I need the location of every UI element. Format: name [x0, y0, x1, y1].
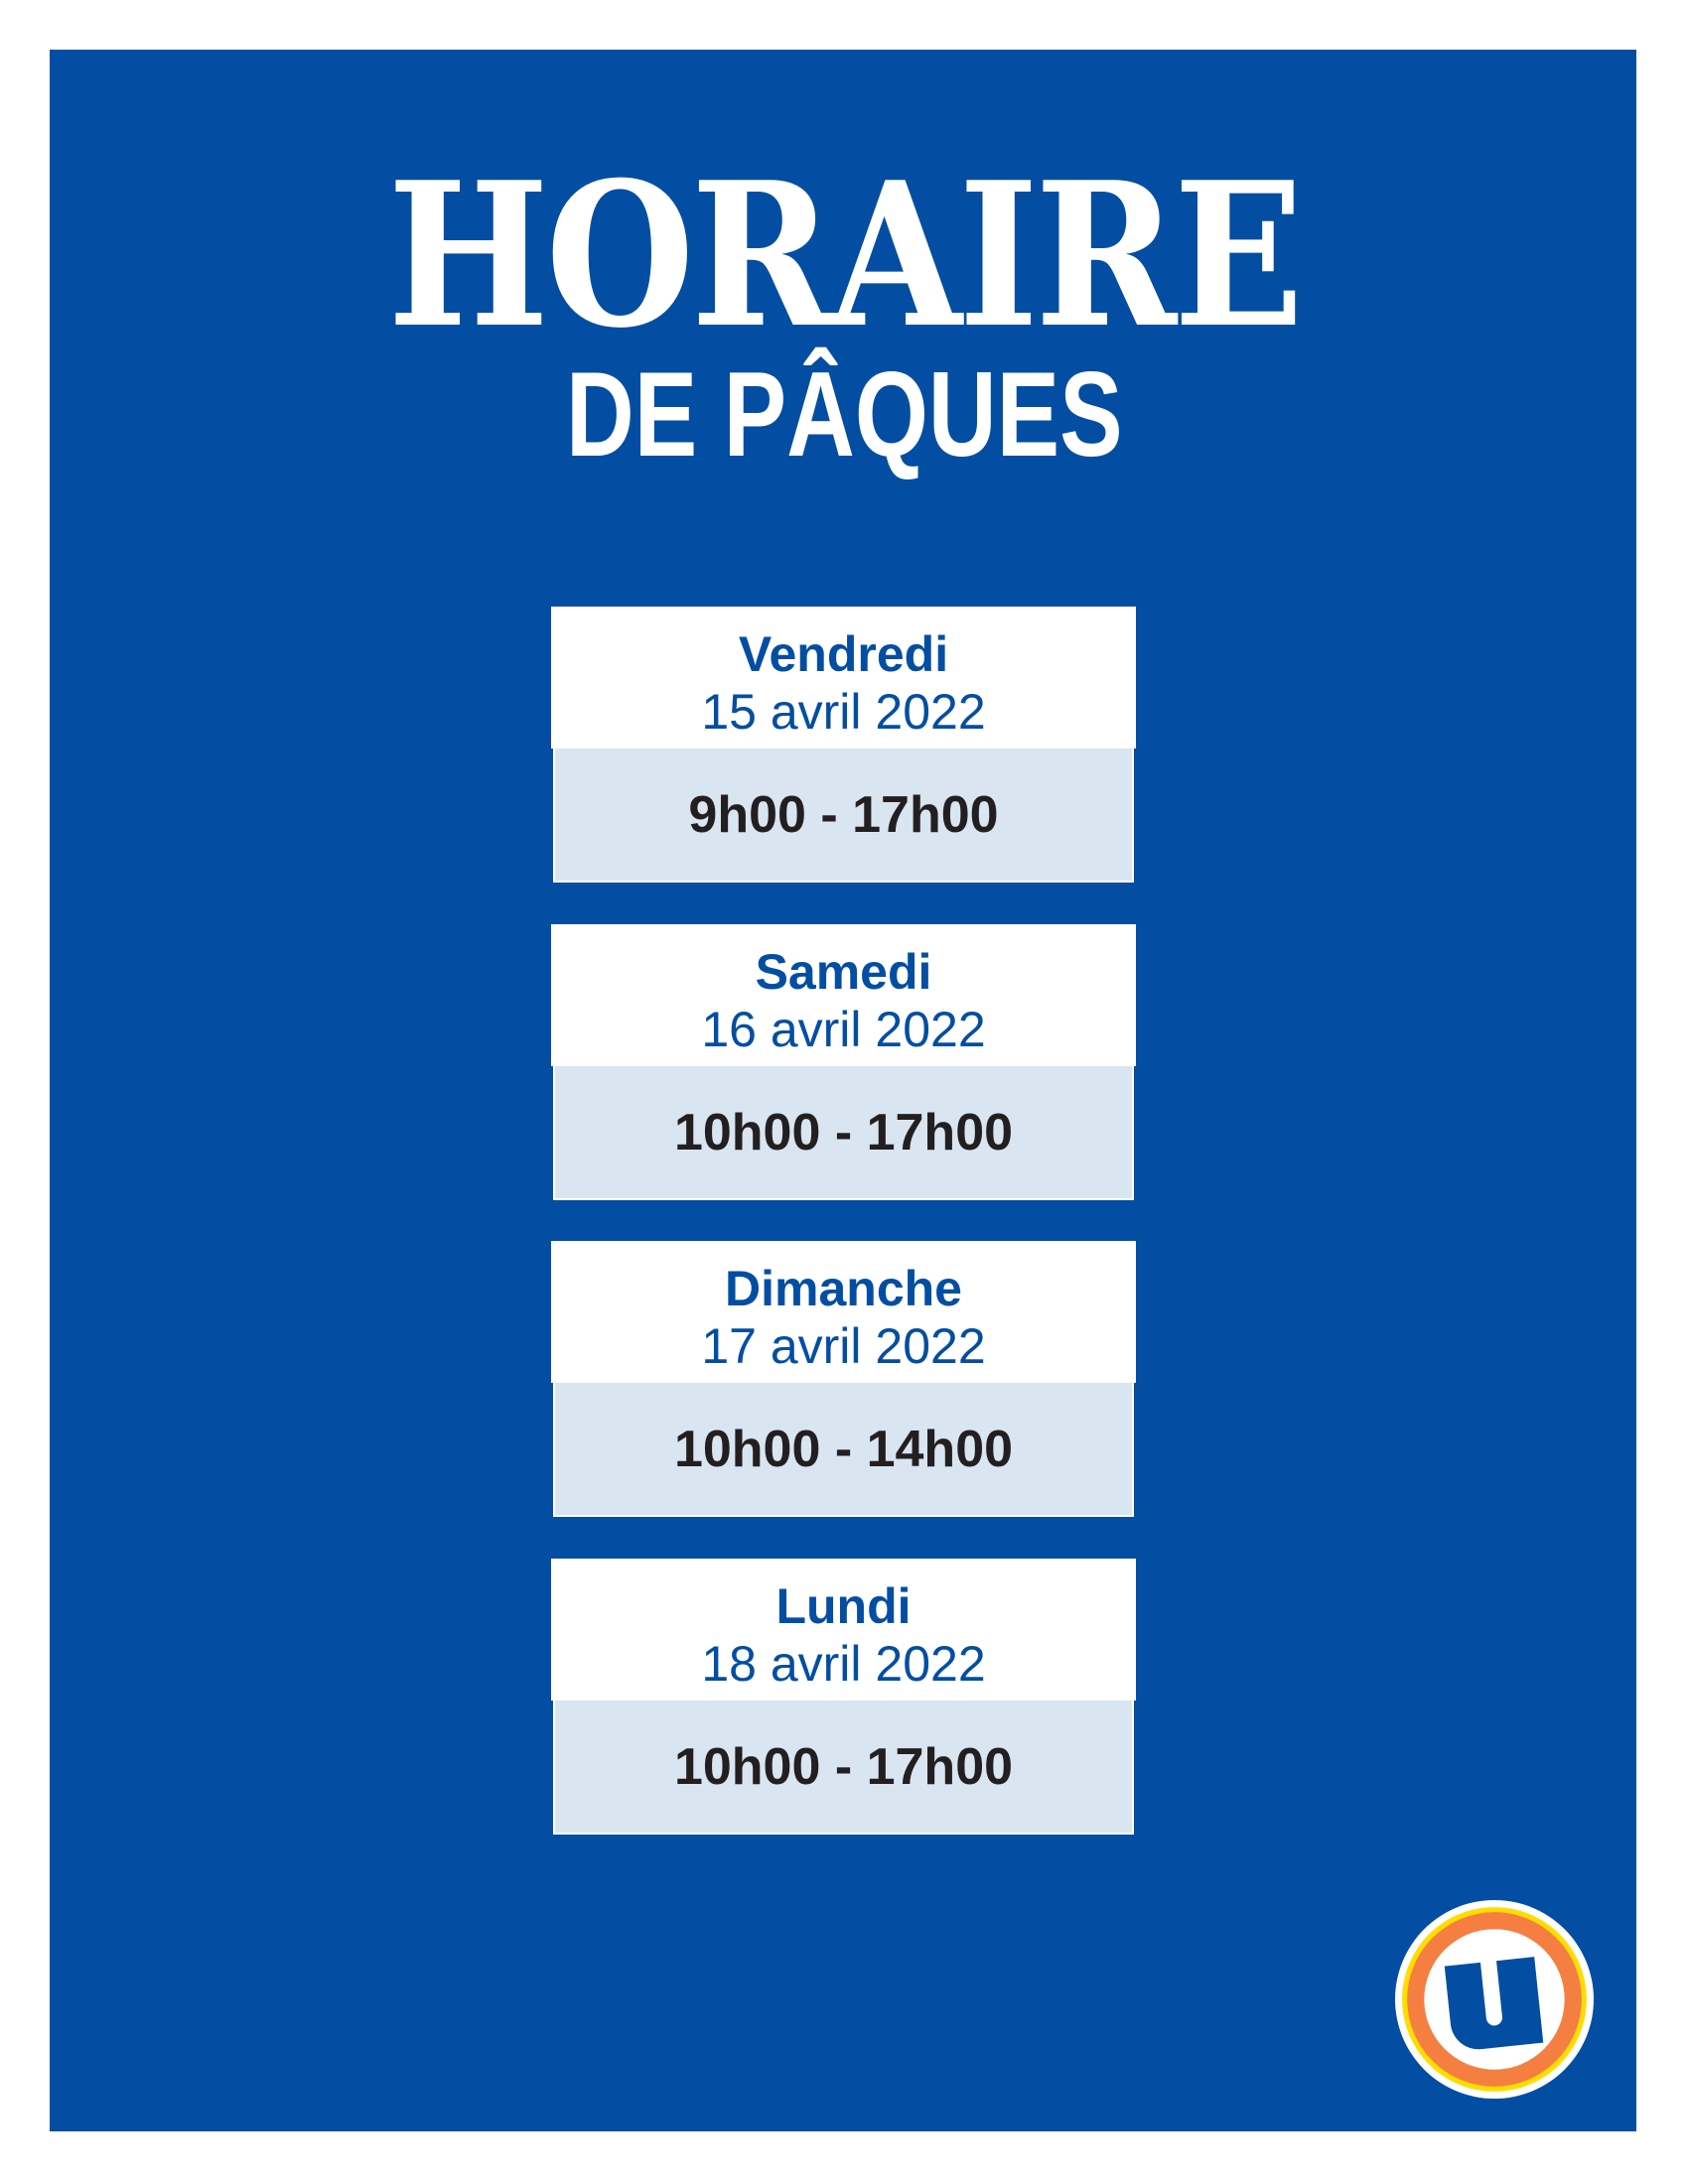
day-name: Dimanche — [725, 1261, 962, 1316]
u-brand-logo-icon — [1395, 1900, 1594, 2099]
schedule-card: Lundi 18 avril 2022 10h00 - 17h00 — [551, 1559, 1136, 1835]
day-name: Samedi — [755, 944, 932, 1000]
page-subtitle: DE PÂQUES — [0, 349, 1688, 478]
day-date: 17 avril 2022 — [701, 1318, 986, 1374]
day-name: Lundi — [775, 1578, 912, 1634]
schedule-card: Dimanche 17 avril 2022 10h00 - 14h00 — [551, 1241, 1136, 1517]
subtitle-text: DE PÂQUES — [565, 346, 1123, 481]
opening-hours: 10h00 - 14h00 — [553, 1383, 1134, 1517]
card-header: Samedi 16 avril 2022 — [551, 924, 1136, 1066]
card-header: Dimanche 17 avril 2022 — [551, 1241, 1136, 1383]
opening-hours: 9h00 - 17h00 — [553, 749, 1134, 883]
day-date: 18 avril 2022 — [701, 1636, 986, 1692]
card-header: Vendredi 15 avril 2022 — [551, 607, 1136, 749]
opening-hours: 10h00 - 17h00 — [553, 1701, 1134, 1835]
day-date: 15 avril 2022 — [701, 684, 986, 740]
card-header: Lundi 18 avril 2022 — [551, 1559, 1136, 1701]
schedule-card: Vendredi 15 avril 2022 9h00 - 17h00 — [551, 607, 1136, 883]
day-date: 16 avril 2022 — [701, 1002, 986, 1057]
day-name: Vendredi — [738, 626, 949, 682]
opening-hours: 10h00 - 17h00 — [553, 1066, 1134, 1200]
page-title: HORAIRE — [387, 139, 1304, 372]
schedule-card: Samedi 16 avril 2022 10h00 - 17h00 — [551, 924, 1136, 1200]
